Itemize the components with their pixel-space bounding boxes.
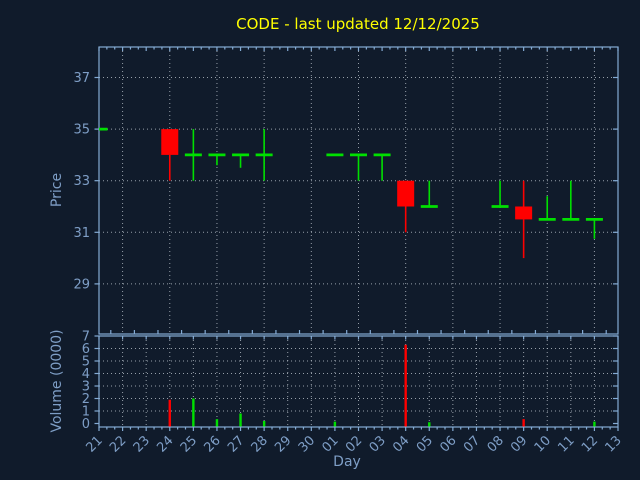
day-tick-label: 06 (437, 433, 459, 455)
price-axis-label: Price (49, 173, 65, 207)
day-tick-label: 03 (367, 433, 389, 455)
volume-tick-label: 3 (82, 380, 90, 395)
volume-bar-01 (333, 421, 337, 427)
day-tick-label: 28 (249, 433, 271, 455)
price-tick-label: 29 (73, 277, 90, 292)
volume-bar-04 (404, 344, 407, 427)
day-tick-label: 25 (178, 433, 200, 455)
candles-layer (99, 127, 603, 259)
volume-axis-label: Volume (0000) (49, 329, 65, 432)
day-tick-label: 26 (201, 433, 223, 455)
volume-bar-24 (168, 399, 171, 427)
price-tick-label: 33 (73, 174, 90, 189)
candle-body-24 (161, 129, 179, 155)
volume-tick-label: 0 (82, 417, 90, 432)
day-tick-label: 29 (272, 433, 294, 455)
volume-bar-09 (522, 419, 525, 427)
price-tick-label: 31 (73, 226, 90, 241)
day-tick-label: 27 (225, 433, 247, 455)
main-frame (98, 46, 619, 335)
price-tick-label: 37 (73, 71, 90, 86)
volume-tick-label: 7 (82, 330, 90, 345)
day-tick-label: 04 (390, 433, 412, 455)
volume-bar-12 (593, 421, 596, 427)
volume-layer (168, 344, 596, 427)
day-tick-label: 22 (107, 433, 129, 455)
x-axis-label: Day (333, 454, 361, 470)
day-tick-label: 07 (461, 433, 483, 455)
candle-body-04 (397, 180, 415, 207)
volume-bar-26 (215, 419, 219, 427)
day-tick-label: 05 (414, 433, 436, 455)
day-tick-label: 30 (296, 433, 318, 455)
volume-tick-label: 5 (82, 355, 90, 370)
day-tick-label: 01 (319, 433, 341, 455)
day-tick-label: 23 (131, 433, 153, 455)
volume-bar-28 (262, 421, 266, 427)
day-tick-label: 10 (532, 433, 554, 455)
price-tick-label: 35 (73, 123, 90, 138)
day-tick-label: 09 (508, 433, 530, 455)
day-tick-label: 13 (603, 433, 625, 455)
day-tick-label: 08 (485, 433, 507, 455)
ticks (94, 47, 619, 431)
volume-tick-label: 1 (82, 405, 90, 420)
day-tick-label: 12 (579, 433, 601, 455)
volume-bar-27 (239, 413, 242, 427)
day-tick-label: 24 (154, 433, 176, 455)
volume-bar-05 (428, 422, 431, 427)
chart-title: CODE - last updated 12/12/2025 (236, 15, 480, 33)
day-tick-label: 11 (555, 433, 577, 455)
gridlines (99, 47, 618, 427)
volume-tick-label: 2 (82, 392, 90, 407)
volume-tick-label: 6 (82, 342, 90, 357)
candle-body-09 (515, 206, 533, 220)
volume-bar-25 (192, 398, 195, 427)
vol-frame (98, 335, 619, 428)
day-tick-label: 21 (84, 433, 106, 455)
day-tick-label: 02 (343, 433, 365, 455)
volume-tick-label: 4 (82, 367, 90, 382)
